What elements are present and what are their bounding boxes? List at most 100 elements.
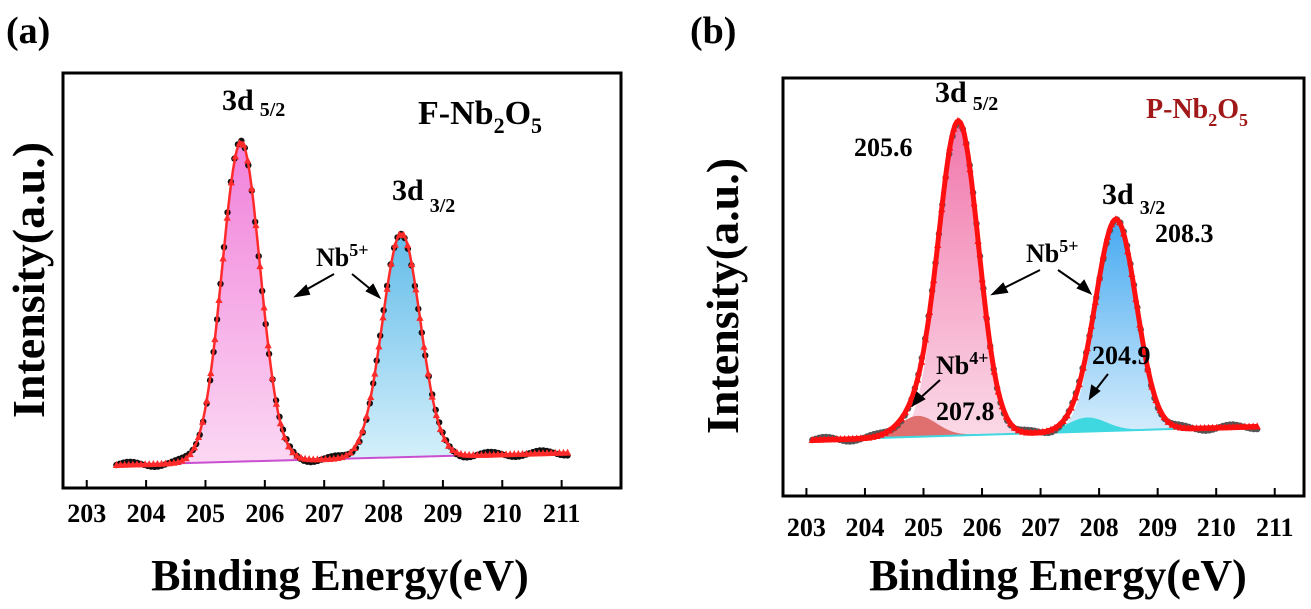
fit-marker — [231, 152, 239, 160]
fit-marker — [889, 423, 897, 431]
fit-marker — [950, 124, 958, 132]
fit-marker — [1063, 411, 1071, 419]
fit-marker — [1075, 380, 1083, 388]
fit-marker — [958, 121, 966, 129]
fit-marker — [215, 296, 223, 304]
fit-marker — [942, 171, 950, 179]
fit-marker — [1095, 273, 1104, 281]
fit-marker — [1059, 417, 1067, 425]
fit-marker — [260, 303, 268, 311]
fit-marker — [1120, 229, 1128, 237]
fit-marker — [1083, 344, 1091, 352]
fit-marker — [1055, 421, 1063, 429]
fit-marker — [420, 342, 428, 350]
arrow-nb4-right-b — [1088, 373, 1109, 401]
plot-frame-a — [61, 71, 623, 490]
fit-marker — [974, 237, 982, 245]
fit-marker — [445, 441, 453, 449]
fit-marker — [211, 335, 219, 343]
fit-marker — [379, 313, 387, 321]
fit-marker — [436, 425, 445, 433]
fit-marker — [986, 341, 994, 349]
fit-marker — [248, 184, 256, 192]
arrow-nb5-left-b — [990, 269, 1041, 296]
fit-marker — [1156, 406, 1164, 414]
fit-marker — [978, 275, 986, 283]
fit-marker — [1132, 295, 1140, 303]
fit-marker — [1128, 269, 1136, 277]
fit-marker — [1002, 412, 1011, 420]
arrow-nb5-left-a — [293, 273, 335, 298]
fit-marker — [190, 443, 198, 451]
fit-marker — [424, 369, 432, 377]
x-tick-label: 203 — [787, 513, 826, 542]
fit-marker — [350, 444, 358, 452]
x-tick-label: 210 — [1197, 513, 1236, 542]
fit-marker — [276, 419, 285, 427]
fit-marker — [280, 433, 289, 441]
fit-marker — [367, 393, 375, 401]
fit-marker — [252, 221, 260, 229]
fit-marker — [921, 335, 930, 343]
fit-marker — [186, 450, 194, 458]
sample-label-a: F-Nb2O5 — [418, 95, 542, 138]
fit-marker — [244, 156, 252, 164]
fit-marker — [342, 451, 350, 459]
panel-b-label: (b) — [690, 10, 736, 52]
fit-marker — [909, 389, 917, 397]
fit-marker — [449, 445, 457, 453]
fit-marker — [412, 285, 420, 293]
fit-marker — [893, 419, 901, 427]
fit-marker — [1144, 365, 1152, 373]
fit-marker — [877, 430, 885, 438]
fit-marker — [1168, 420, 1176, 428]
fit-marker — [416, 313, 424, 321]
x-tick-label: 205 — [904, 513, 943, 542]
annotation-nb5-a: Nb5+ — [316, 240, 369, 272]
fit-marker — [917, 357, 926, 365]
fit-marker — [1253, 422, 1261, 430]
fit-marker — [293, 451, 301, 459]
fit-marker — [1107, 220, 1116, 228]
fit-marker — [227, 178, 235, 186]
arrow-nb5-right-a — [351, 273, 382, 300]
fit-marker — [428, 392, 436, 400]
fit-marker — [440, 435, 449, 443]
fit-marker — [905, 399, 913, 407]
fit-marker — [432, 411, 440, 419]
fit-marker — [1160, 413, 1168, 421]
fit-marker — [1116, 218, 1124, 226]
value-label-208-3: 208.3 — [1155, 219, 1214, 248]
axis-y-label-b: Intensity(a.u.) — [697, 158, 748, 434]
fit-marker — [375, 342, 383, 350]
axis-y-label-a: Intensity(a.u.) — [3, 142, 54, 418]
axis-x-label-b: Binding Energy(eV) — [869, 551, 1247, 600]
x-tick-label: 206 — [245, 499, 284, 528]
fit-marker — [1124, 247, 1132, 255]
fit-marker — [1148, 382, 1156, 390]
fit-marker — [239, 140, 248, 148]
fit-marker — [363, 412, 371, 420]
fit-marker — [1079, 363, 1087, 371]
axis-x-label-a: Binding Energy(eV) — [151, 551, 529, 600]
fit-marker — [1140, 344, 1148, 352]
peak-area-b-1 — [812, 223, 1258, 440]
sample-label-b: P-Nb2O5 — [1146, 94, 1248, 130]
x-tick-label: 204 — [127, 499, 166, 528]
chart-panel-b: 203 204 205 206 207 208 209 210 211 Intensity(a.… — [697, 76, 1306, 600]
fit-envelope-b — [812, 117, 1258, 443]
peak-area-b-0 — [812, 122, 1258, 440]
x-tick-label: 210 — [483, 499, 522, 528]
fit-marker — [1006, 419, 1015, 427]
fit-marker — [962, 138, 970, 146]
peak-area-a-0 — [116, 142, 568, 465]
x-tick-label: 203 — [67, 499, 106, 528]
fit-marker — [354, 436, 363, 444]
fit-marker — [268, 373, 276, 381]
plot-frame-b — [781, 76, 1306, 498]
fit-marker — [1047, 425, 1055, 433]
fit-marker — [256, 262, 264, 270]
annotation-3d52-b: 3d 5/2 — [935, 76, 998, 115]
chart-panel-a: 203 204 205 206 207 208 209 210 211 Intensity(a.… — [3, 71, 623, 600]
